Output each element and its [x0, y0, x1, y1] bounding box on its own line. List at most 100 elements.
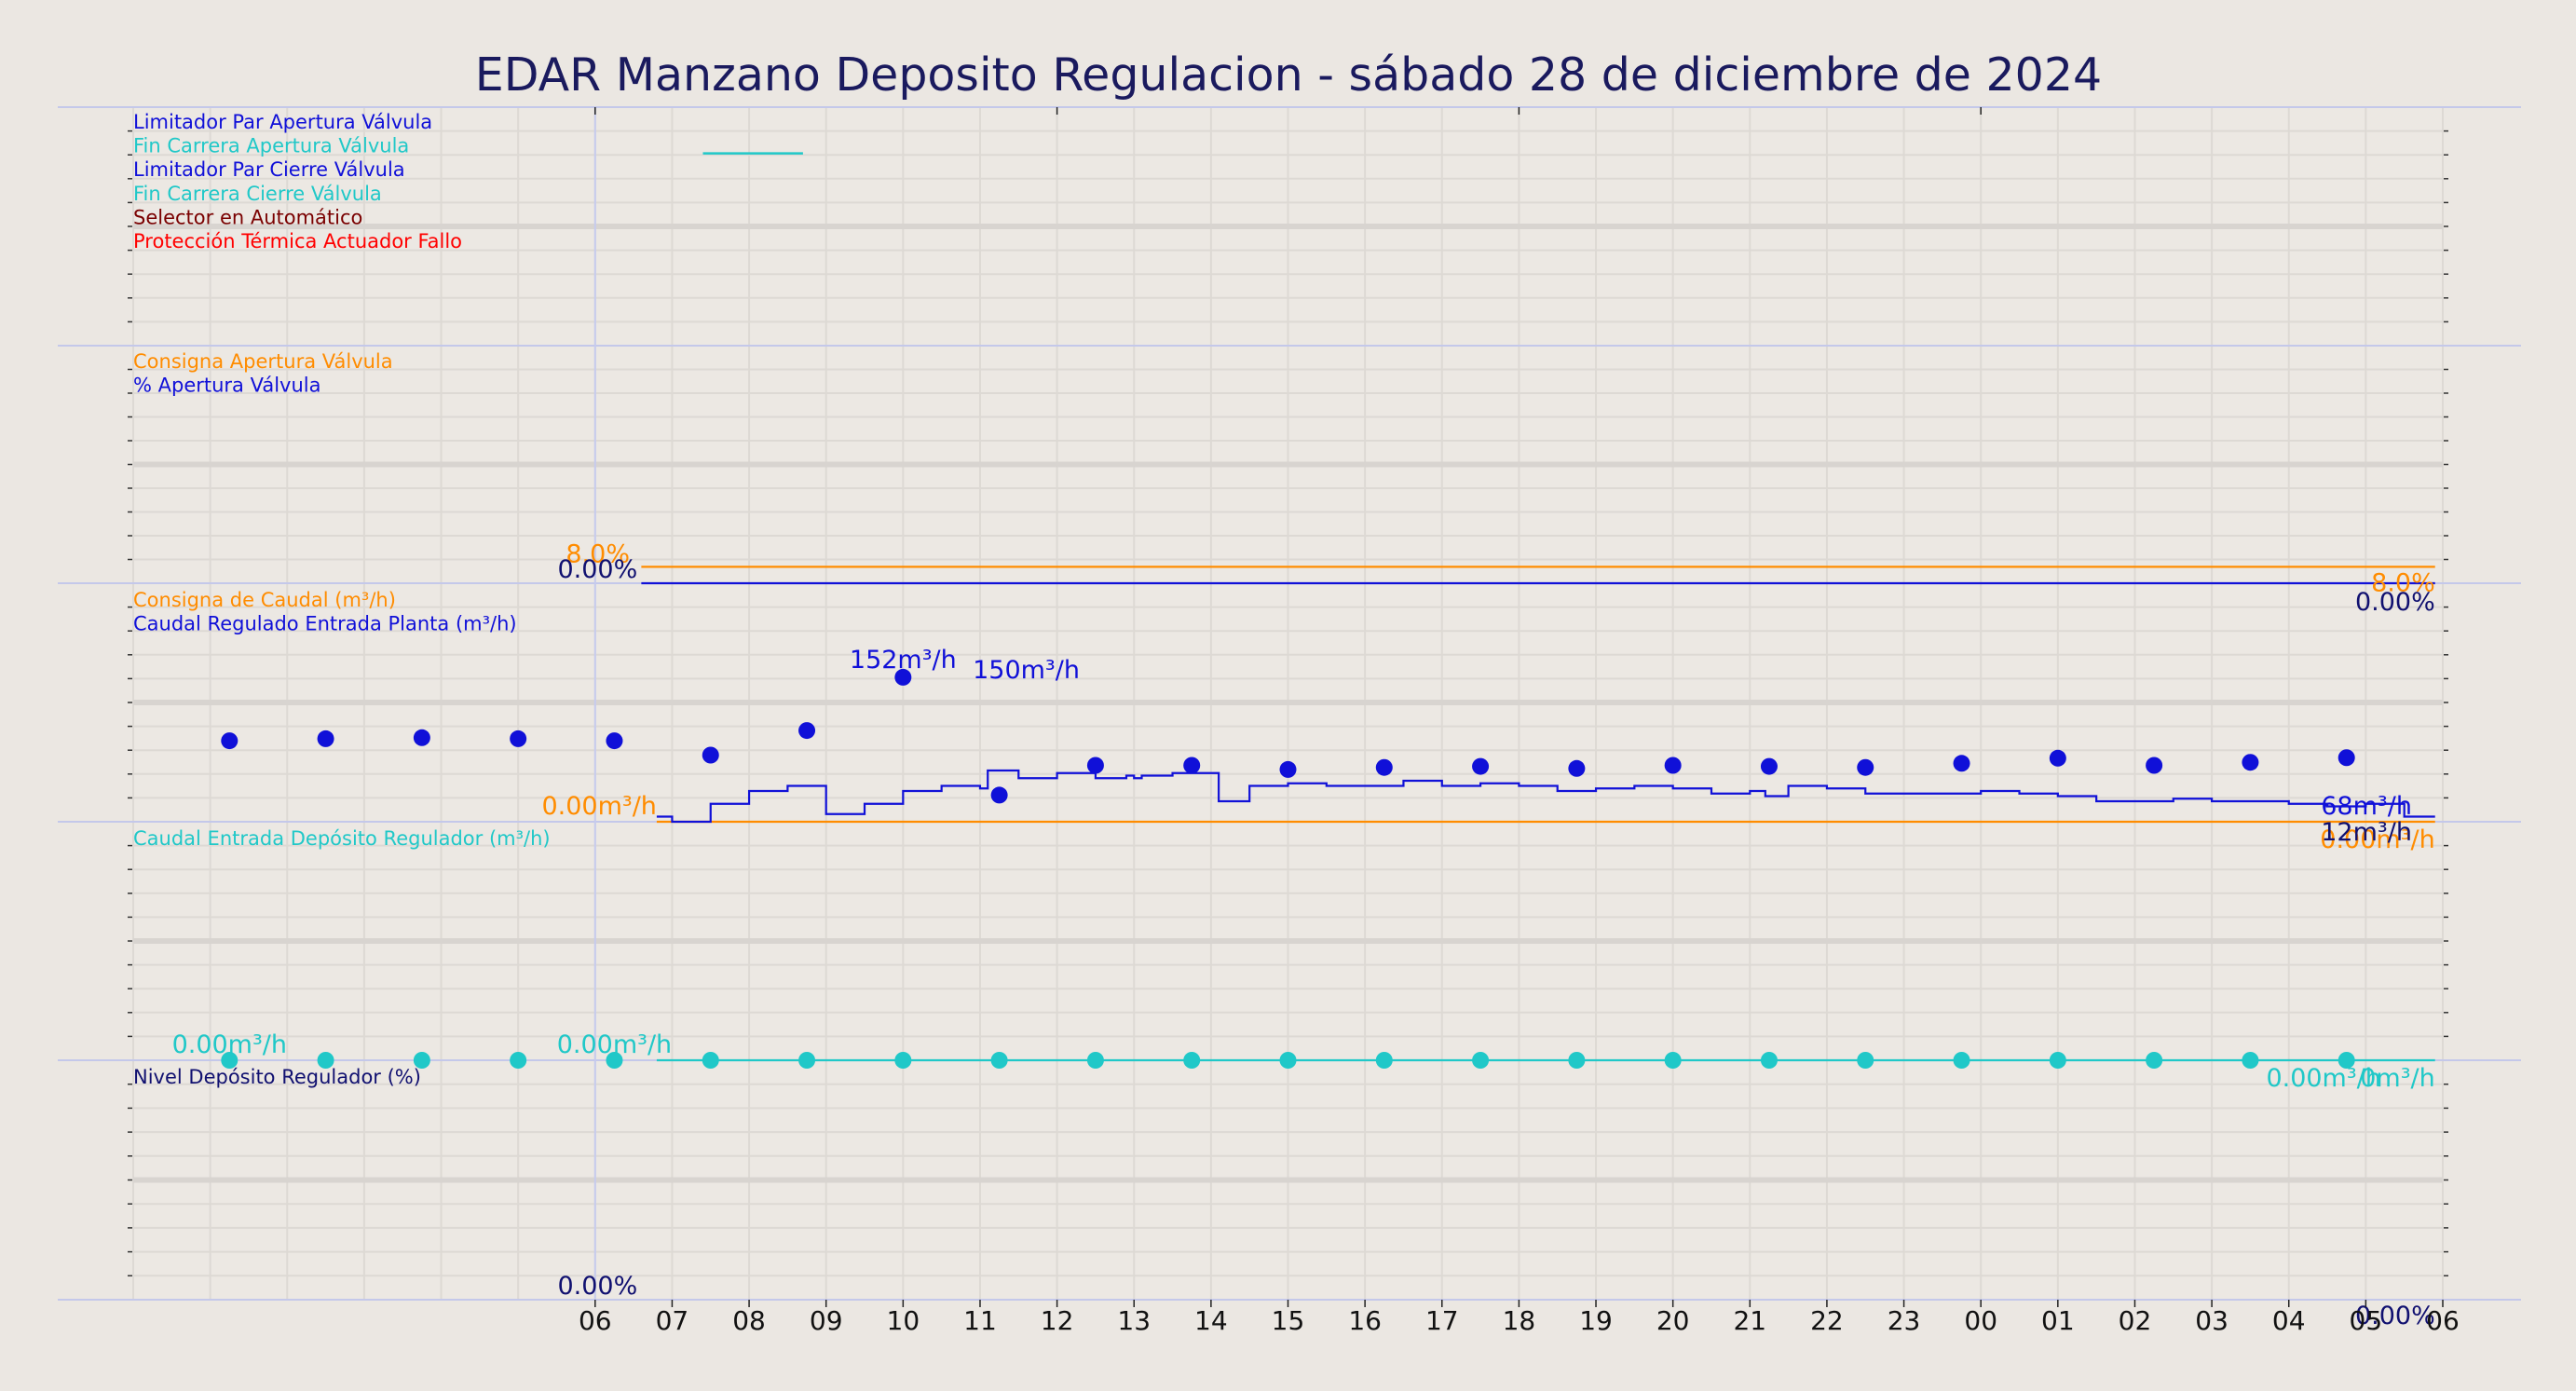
panel-tankflow: Caudal Entrada Depósito Regulador (m³/h)… [133, 827, 2435, 1093]
legend-entry: Protección Térmica Actuador Fallo [133, 230, 462, 252]
data-point [1375, 1052, 1393, 1069]
data-point [1183, 757, 1201, 774]
data-label: 0.00m³/h [172, 1030, 287, 1059]
data-point [990, 1052, 1008, 1069]
data-point [990, 786, 1008, 804]
data-point [1279, 760, 1297, 778]
data-label: 8.0% [566, 539, 630, 568]
data-label: 150m³/h [973, 656, 1080, 685]
x-tick-label: 07 [656, 1305, 689, 1336]
data-point [2337, 749, 2355, 767]
data-label: 0.00m³/h [557, 1030, 672, 1059]
data-label: 68m³/h [2321, 792, 2412, 821]
data-point [1086, 1052, 1104, 1069]
data-point [2242, 754, 2259, 771]
chart-title: EDAR Manzano Deposito Regulacion - sábad… [475, 48, 2102, 102]
data-label: 0.00m³/h [2320, 825, 2434, 854]
data-label: 8.0% [2371, 568, 2435, 597]
legend-entry: Nivel Depósito Regulador (%) [133, 1066, 421, 1088]
x-tick-label: 15 [1272, 1305, 1305, 1336]
data-point [1760, 1052, 1778, 1069]
legend-entry: % Apertura Válvula [133, 375, 320, 397]
data-point [1279, 1052, 1297, 1069]
data-point [702, 746, 719, 764]
data-point [1857, 1052, 1874, 1069]
data-point [1760, 757, 1778, 775]
x-tick-label: 09 [810, 1305, 843, 1336]
legend-entry: Consigna de Caudal (m³/h) [133, 589, 396, 611]
x-tick-label: 04 [2272, 1305, 2306, 1336]
data-point [221, 732, 239, 750]
panel-valve: Consigna Apertura Válvula% Apertura Válv… [133, 350, 2435, 617]
data-point [1375, 758, 1393, 776]
data-label: 0.00% [557, 555, 637, 584]
x-tick-label: 12 [1041, 1305, 1074, 1336]
data-point [317, 730, 334, 747]
data-point [1568, 759, 1586, 777]
data-point [1183, 1052, 1201, 1069]
data-point [1664, 1052, 1682, 1069]
x-tick-label: 08 [732, 1305, 766, 1336]
data-point [1568, 1052, 1586, 1069]
legend-entry: Fin Carrera Apertura Válvula [133, 135, 409, 157]
data-point [798, 1052, 816, 1069]
x-tick-label: 01 [2041, 1305, 2075, 1336]
legend-entry: Fin Carrera Cierre Válvula [133, 183, 382, 205]
data-label: 0.00m³/h [2266, 1064, 2380, 1093]
x-tick-label: 03 [2195, 1305, 2228, 1336]
legend-entry: Limitador Par Apertura Válvula [133, 111, 432, 133]
data-label: 0m³/h [2360, 1064, 2435, 1093]
x-tick-label: 10 [887, 1305, 920, 1336]
x-tick-label: 16 [1348, 1305, 1382, 1336]
legend-entry: Caudal Regulado Entrada Planta (m³/h) [133, 613, 517, 635]
data-label: 0.00% [2355, 588, 2435, 617]
data-point [1857, 758, 1874, 776]
grid-layer [58, 106, 2521, 1301]
legend-entry: Selector en Automático [133, 206, 362, 228]
data-point [413, 729, 430, 746]
data-point [1953, 1052, 1970, 1069]
x-tick-label: 17 [1425, 1305, 1459, 1336]
data-point [2242, 1052, 2259, 1069]
legend-entry: Limitador Par Cierre Válvula [133, 158, 405, 181]
x-tick-label: 21 [1733, 1305, 1766, 1336]
x-tick-label: 22 [1810, 1305, 1844, 1336]
x-tick-label: 00 [1964, 1305, 1997, 1336]
data-point [221, 1052, 239, 1069]
x-tick-label: 19 [1579, 1305, 1613, 1336]
x-tick-label: 11 [963, 1305, 997, 1336]
data-label: 0.00% [2355, 1302, 2435, 1330]
data-point [1086, 757, 1104, 774]
data-point [510, 1052, 527, 1069]
data-label: 12m³/h [2321, 818, 2412, 847]
data-point [798, 722, 816, 740]
data-point [1472, 757, 1490, 775]
x-tick-label: 06 [2426, 1305, 2460, 1336]
x-tick-label: 18 [1503, 1305, 1536, 1336]
data-point [2337, 1052, 2355, 1069]
panel-flow: Consigna de Caudal (m³/h)Caudal Regulado… [133, 589, 2435, 854]
data-point [317, 1052, 334, 1069]
data-point [2146, 1052, 2163, 1069]
x-tick-label: 20 [1656, 1305, 1690, 1336]
data-label: 0.00% [557, 1272, 637, 1301]
data-point [413, 1052, 430, 1069]
series-line [656, 769, 2435, 824]
data-point [1953, 755, 1970, 772]
x-tick-label: 13 [1117, 1305, 1151, 1336]
legend-entry: Caudal Entrada Depósito Regulador (m³/h) [133, 827, 551, 850]
data-point [1664, 757, 1682, 774]
legend-entry: Consigna Apertura Válvula [133, 350, 393, 373]
x-tick-label: 06 [579, 1305, 612, 1336]
data-point [894, 668, 912, 686]
data-point [606, 732, 623, 750]
data-point [606, 1052, 623, 1069]
panel-level: Nivel Depósito Regulador (%) 0.00% 0.00% [133, 1066, 2435, 1330]
data-label: 152m³/h [850, 646, 957, 675]
data-point [1472, 1052, 1490, 1069]
x-tick-label: 05 [2350, 1305, 2383, 1336]
data-point [2049, 749, 2066, 767]
